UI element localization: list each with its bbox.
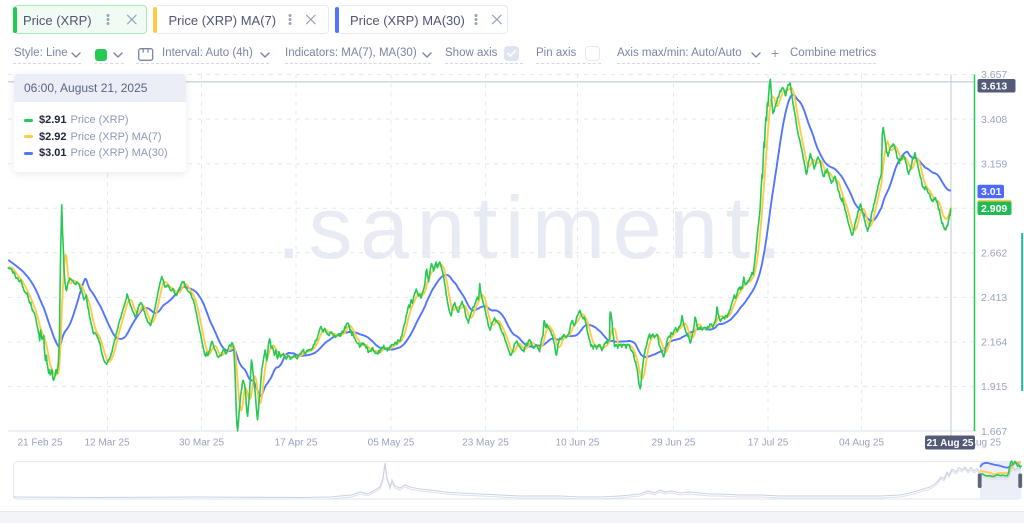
svg-text:21 Aug 25: 21 Aug 25	[927, 438, 974, 449]
svg-text:17 Apr 25: 17 Apr 25	[275, 438, 318, 449]
svg-text:3.159: 3.159	[981, 158, 1007, 170]
svg-text:3.01: 3.01	[981, 186, 1002, 198]
svg-text:21 Aug 25: 21 Aug 25	[956, 438, 1001, 449]
svg-text:23 May 25: 23 May 25	[462, 438, 509, 449]
svg-text:10 Jun 25: 10 Jun 25	[556, 438, 600, 449]
svg-text:1.915: 1.915	[981, 381, 1007, 393]
svg-text:05 May 25: 05 May 25	[368, 438, 415, 449]
svg-text:2.164: 2.164	[981, 337, 1007, 349]
svg-text:2.909: 2.909	[981, 203, 1007, 215]
svg-text:1.667: 1.667	[981, 426, 1007, 438]
svg-text:3.613: 3.613	[981, 80, 1007, 92]
svg-text:3.657: 3.657	[981, 69, 1007, 81]
svg-text:12 Mar 25: 12 Mar 25	[84, 438, 129, 449]
svg-text:17 Jul 25: 17 Jul 25	[748, 438, 789, 449]
svg-text:2.662: 2.662	[981, 248, 1007, 260]
svg-text:21 Feb 25: 21 Feb 25	[17, 438, 62, 449]
svg-text:3.408: 3.408	[981, 114, 1007, 126]
svg-text:04 Aug 25: 04 Aug 25	[839, 438, 884, 449]
svg-text:2.413: 2.413	[981, 292, 1007, 304]
svg-text:29 Jun 25: 29 Jun 25	[652, 438, 696, 449]
svg-text:30 Mar 25: 30 Mar 25	[179, 438, 224, 449]
svg-text:.santiment.: .santiment.	[277, 178, 790, 277]
